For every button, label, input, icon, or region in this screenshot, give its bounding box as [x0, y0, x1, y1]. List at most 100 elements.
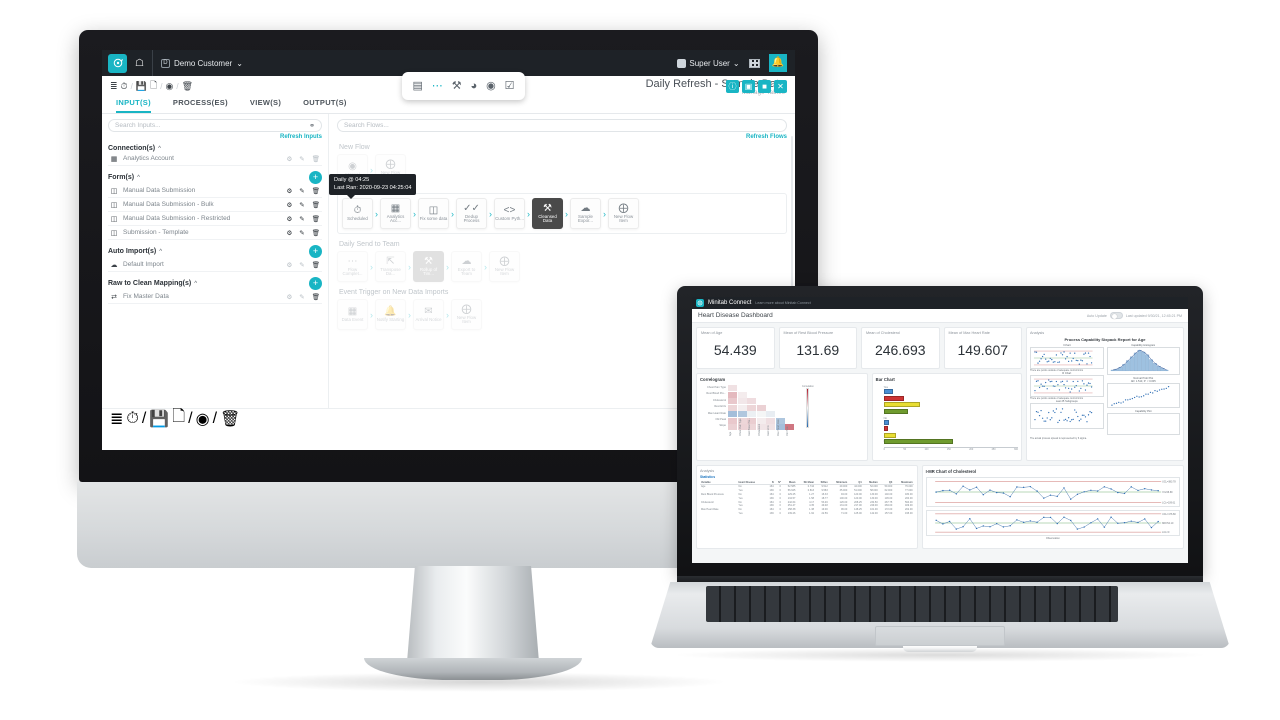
- add-auto-import-button[interactable]: +: [309, 245, 322, 258]
- checklist-icon[interactable]: ☑: [504, 79, 515, 92]
- list-item[interactable]: ☁ Default Import ⚙ ✎ 🗑: [108, 258, 322, 272]
- settings-icon[interactable]: ⚙: [286, 187, 293, 195]
- flow-node-cleansed-data[interactable]: ⚒ Cleansed Data: [532, 198, 563, 229]
- flow-node-scheduled[interactable]: ⏱ Scheduled: [342, 198, 373, 229]
- history-icon[interactable]: ⏱: [126, 409, 139, 427]
- save-icon[interactable]: 💾: [149, 410, 170, 428]
- connect-logo-icon[interactable]: [696, 299, 704, 307]
- home-icon[interactable]: ☖: [135, 57, 144, 69]
- list-icon[interactable]: ≣: [110, 80, 118, 91]
- run-icon[interactable]: ◉: [165, 80, 174, 91]
- flow-node[interactable]: 🔔 Notify Starting: [375, 299, 406, 330]
- flow-node-sample-export[interactable]: ☁ Sample Expor...: [570, 198, 601, 229]
- customer-selector[interactable]: D Demo Customer ⌄: [151, 50, 243, 76]
- tab-inputs[interactable]: INPUT(S): [116, 98, 151, 113]
- add-mapping-button[interactable]: +: [309, 277, 322, 290]
- chevron-up-icon[interactable]: ^: [194, 280, 198, 287]
- delete-icon[interactable]: 🗑: [311, 293, 320, 301]
- list-item[interactable]: ▦ Analytics Account ⚙ ✎ 🗑: [108, 152, 322, 166]
- settings-icon[interactable]: ⚙: [286, 201, 293, 209]
- delete-icon[interactable]: 🗑: [311, 155, 320, 163]
- search-inputs-field[interactable]: Search Inputs... ⚭: [108, 119, 322, 132]
- tab-processes[interactable]: PROCESS(ES): [172, 98, 228, 107]
- connect-logo-icon[interactable]: [108, 53, 127, 73]
- refresh-flows-link[interactable]: Refresh Flows: [745, 134, 787, 140]
- copy-icon[interactable]: 🗋: [172, 408, 186, 425]
- laptop-trackpad[interactable]: [875, 626, 1005, 646]
- product-tagline[interactable]: Learn more about Minitab Connect: [755, 301, 811, 305]
- flow-node[interactable]: ☁ Export to Team: [451, 251, 482, 282]
- flow-node[interactable]: ✉ Arrival Notice: [413, 299, 444, 330]
- edit-icon[interactable]: ✎: [299, 293, 305, 301]
- edit-icon[interactable]: ✎: [299, 155, 305, 163]
- group-header-mappings[interactable]: Raw to Clean Mapping(s) ^ +: [108, 277, 322, 290]
- laptop-keyboard[interactable]: [706, 586, 1118, 622]
- group-header-auto-imports[interactable]: Auto Import(s) ^ +: [108, 245, 322, 258]
- list-item[interactable]: ◫ Manual Data Submission ⚙ ✎ 🗑: [108, 184, 322, 198]
- copy-icon[interactable]: 🗋: [150, 80, 158, 90]
- tables-icon[interactable]: ▤: [412, 79, 423, 92]
- user-menu[interactable]: Super User ⌄: [677, 58, 740, 68]
- tab-views[interactable]: VIEW(S): [249, 98, 282, 107]
- list-item[interactable]: ⇄ Fix Master Data ⚙ ✎ 🗑: [108, 290, 322, 304]
- auto-update-toggle[interactable]: [1109, 312, 1123, 319]
- flow-node-custom-python[interactable]: <> Custom Pyth...: [494, 198, 525, 229]
- settings-icon[interactable]: ⚙: [286, 229, 293, 237]
- flow-node-new-item[interactable]: ⨁ New Flow Item: [608, 198, 639, 229]
- flow-node-rollup[interactable]: ⚒ Rollup of Tim...: [413, 251, 444, 282]
- charts-icon[interactable]: ◕: [470, 79, 478, 92]
- apps-grid-icon[interactable]: [748, 58, 760, 68]
- settings-icon[interactable]: ⚙: [286, 215, 293, 223]
- edit-icon[interactable]: ✎: [299, 261, 305, 269]
- group-header-connections[interactable]: Connection(s) ^: [108, 145, 322, 152]
- delete-icon[interactable]: 🗑: [181, 80, 194, 91]
- edit-icon[interactable]: ✎: [299, 187, 305, 195]
- edit-icon[interactable]: ✎: [299, 229, 305, 237]
- flow-node[interactable]: ⋯ Flow Complet...: [337, 251, 368, 282]
- comment-button[interactable]: ▣: [742, 80, 755, 93]
- tools-icon[interactable]: ⚒: [451, 79, 462, 92]
- delete-icon[interactable]: 🗑: [311, 261, 320, 269]
- chevron-up-icon[interactable]: ^: [159, 248, 163, 255]
- run-icon[interactable]: ◉: [195, 410, 210, 428]
- settings-icon[interactable]: ⚙: [286, 293, 293, 301]
- delete-icon[interactable]: 🗑: [311, 215, 320, 223]
- flows-icon[interactable]: ⋯: [431, 79, 443, 92]
- folder-button[interactable]: ■: [758, 80, 771, 93]
- chevron-up-icon[interactable]: ^: [158, 145, 161, 152]
- flow-node-fix-some-data[interactable]: ◫ Fix some data: [418, 198, 449, 229]
- history-icon[interactable]: ⏱: [120, 80, 128, 91]
- edit-icon[interactable]: ✎: [299, 201, 305, 209]
- flow-node[interactable]: ⇱ Transpose Da...: [375, 251, 406, 282]
- info-button[interactable]: ⓘ: [726, 80, 739, 93]
- close-button[interactable]: ✕: [774, 80, 787, 93]
- list-item[interactable]: ◫ Submission - Template ⚙ ✎ 🗑: [108, 226, 322, 240]
- list-item[interactable]: ◫ Manual Data Submission - Bulk ⚙ ✎ 🗑: [108, 198, 322, 212]
- delete-icon[interactable]: 🗑: [311, 229, 320, 237]
- chevron-up-icon[interactable]: ^: [137, 174, 140, 181]
- notification-bell-button[interactable]: 🔔: [768, 54, 787, 72]
- delete-icon[interactable]: 🗑: [220, 410, 241, 428]
- settings-icon[interactable]: ⚙: [286, 155, 293, 163]
- refresh-inputs-link[interactable]: Refresh Inputs: [279, 134, 322, 140]
- list-icon[interactable]: ≣: [110, 410, 124, 428]
- search-person-icon[interactable]: ⚭: [309, 122, 315, 130]
- add-form-button[interactable]: +: [309, 171, 322, 184]
- search-flows-field[interactable]: Search Flows...: [337, 119, 787, 132]
- gauge-icon[interactable]: ◉: [486, 79, 496, 92]
- group-header-forms[interactable]: Form(s) ^ +: [108, 171, 322, 184]
- flows-scrollbar[interactable]: [791, 136, 793, 396]
- module-toolbar[interactable]: ▤ ⋯ ⚒ ◕ ◉ ☑: [402, 72, 525, 100]
- flow-node[interactable]: ⨁ New Flow Item: [489, 251, 520, 282]
- tab-outputs[interactable]: OUTPUT(S): [303, 98, 347, 107]
- list-item[interactable]: ◫ Manual Data Submission - Restricted ⚙ …: [108, 212, 322, 226]
- flow-node[interactable]: ▦ Data Event: [337, 299, 368, 330]
- delete-icon[interactable]: 🗑: [311, 187, 320, 195]
- save-icon[interactable]: 💾: [135, 80, 148, 91]
- edit-icon[interactable]: ✎: [299, 215, 305, 223]
- flow-node-dedup-process[interactable]: ✓✓ Dedup Process: [456, 198, 487, 229]
- delete-icon[interactable]: 🗑: [311, 201, 320, 209]
- flow-node[interactable]: ⨁ New Flow Item: [451, 299, 482, 330]
- settings-icon[interactable]: ⚙: [286, 261, 293, 269]
- flow-node-analytics-account[interactable]: ▦ Analytics Acc...: [380, 198, 411, 229]
